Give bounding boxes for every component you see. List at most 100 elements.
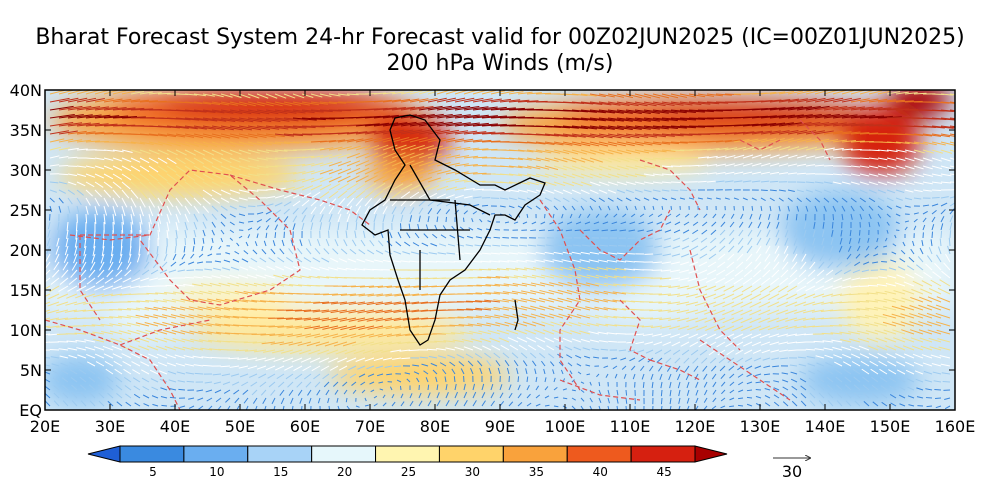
wind-vector: [843, 368, 852, 375]
wind-vector: [703, 213, 708, 218]
wind-vector: [100, 316, 114, 319]
wind-vector: [834, 369, 843, 375]
wind-vector: [508, 91, 524, 95]
wind-vector: [557, 305, 573, 311]
wind-vector: [733, 131, 755, 135]
wind-vector: [373, 114, 399, 119]
wind-vector: [949, 133, 955, 136]
wind-vector: [571, 93, 588, 97]
wind-vector: [283, 171, 297, 175]
y-tick-label: 15N: [10, 281, 42, 300]
wind-vector: [859, 106, 883, 111]
wind-vector: [339, 301, 357, 305]
wind-vector: [671, 341, 681, 347]
colorbar-label: 20: [337, 465, 352, 479]
wind-vector: [241, 307, 258, 311]
wind-vector: [290, 239, 294, 247]
wind-vector: [725, 341, 735, 348]
wind-vector: [886, 141, 901, 144]
wind-vector: [524, 267, 537, 271]
wind-vector: [121, 107, 145, 111]
wind-vector: [442, 225, 447, 231]
wind-vector: [735, 261, 744, 269]
wind-vector: [484, 291, 501, 295]
wind-vector: [778, 341, 789, 345]
wind-vector: [766, 229, 771, 238]
wind-vector: [690, 253, 699, 259]
wind-vector: [667, 293, 681, 297]
wind-vector: [247, 117, 272, 123]
wind-vector: [294, 373, 303, 380]
wind-vector: [295, 325, 312, 329]
wind-vector: [166, 133, 186, 138]
wind-vector: [329, 365, 339, 371]
wind-vector: [558, 313, 573, 319]
colorbar-label: 25: [401, 465, 416, 479]
wind-vector: [520, 298, 537, 303]
wind-vector: [678, 277, 690, 281]
wind-vector: [552, 213, 555, 219]
wind-vector: [535, 205, 541, 210]
wind-vector: [796, 122, 821, 127]
wind-vector: [715, 171, 726, 175]
wind-vector: [484, 314, 501, 319]
wind-vector: [247, 149, 261, 154]
wind-vector: [445, 105, 471, 111]
wind-vector: [832, 173, 843, 176]
wind-vector: [759, 333, 771, 339]
wind-vector: [329, 257, 339, 263]
wind-vector: [466, 235, 474, 239]
wind-vector: [842, 277, 852, 282]
wind-vector: [377, 333, 393, 338]
wind-vector: [370, 341, 384, 346]
wind-vector: [949, 230, 952, 239]
colorbar-segment: [375, 445, 440, 463]
wind-vector: [409, 144, 425, 151]
wind-vector: [157, 229, 160, 240]
colorbar-min-triangle: [87, 445, 121, 463]
wind-vector: [58, 138, 74, 143]
wind-vector: [669, 381, 672, 389]
wind-vector: [849, 229, 852, 237]
wind-vector: [283, 194, 294, 199]
wind-vector: [149, 361, 159, 367]
wind-vector: [399, 223, 402, 231]
wind-vector: [949, 208, 955, 215]
wind-vector: [517, 197, 526, 201]
wind-vector: [517, 173, 532, 177]
wind-vector: [301, 405, 303, 410]
wind-vector: [238, 165, 251, 170]
wind-vector: [695, 285, 708, 291]
wind-vector: [859, 205, 865, 212]
wind-vector: [803, 229, 807, 238]
wind-vector: [458, 235, 465, 239]
wind-vector: [508, 157, 524, 161]
wind-vector: [732, 325, 744, 332]
wind-vector: [175, 362, 186, 367]
wind-vector: [142, 269, 150, 276]
wind-vector: [274, 216, 280, 223]
wind-vector: [615, 332, 627, 335]
wind-vector: [139, 181, 149, 190]
wind-vector: [100, 323, 114, 327]
wind-vector: [938, 346, 951, 351]
wind-vector: [364, 152, 379, 159]
wind-vector: [51, 363, 60, 367]
wind-vector: [236, 405, 240, 410]
wind-vector: [827, 261, 834, 269]
wind-vector: [382, 106, 406, 111]
wind-vector: [442, 369, 447, 375]
wind-vector: [868, 107, 892, 111]
wind-vector: [78, 369, 87, 375]
wind-vector: [397, 277, 411, 280]
wind-vector: [634, 133, 658, 138]
wind-vector: [814, 90, 830, 95]
wind-vector: [120, 245, 123, 256]
wind-vector: [427, 192, 438, 199]
wind-vector: [922, 133, 942, 137]
wind-vector: [49, 130, 70, 135]
wind-vector: [669, 277, 681, 281]
wind-vector: [166, 197, 174, 208]
wind-vector: [162, 329, 177, 335]
wind-vector: [202, 133, 222, 139]
